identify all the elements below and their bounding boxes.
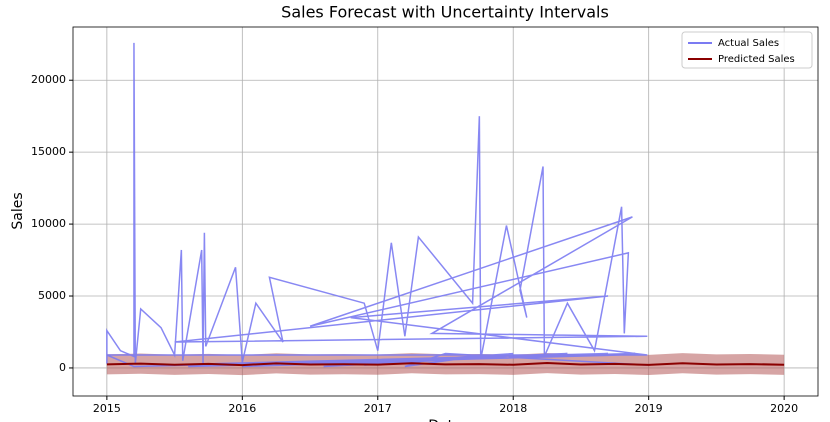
legend-label: Predicted Sales [718,54,795,65]
x-tick-label: 2019 [635,402,663,415]
x-tick-label: 2018 [499,402,527,415]
y-tick-label: 10000 [31,217,66,230]
chart-title: Sales Forecast with Uncertainty Interval… [281,3,609,22]
series-line [106,42,648,368]
x-tick-label: 2016 [228,402,256,415]
x-tick-label: 2020 [770,402,798,415]
x-tick-label: 2017 [364,402,392,415]
y-axis-label: Sales [10,192,26,229]
x-axis-label: Date [428,418,461,422]
x-tick-label: 2015 [93,402,121,415]
y-tick-label: 15000 [31,145,66,158]
legend-box [681,31,813,69]
y-tick-label: 0 [59,361,66,374]
y-tick-label: 20000 [31,73,66,86]
plot-frame [72,26,819,397]
legend-label: Actual Sales [718,38,779,49]
y-tick-label: 5000 [38,289,66,302]
series-line [106,362,785,367]
